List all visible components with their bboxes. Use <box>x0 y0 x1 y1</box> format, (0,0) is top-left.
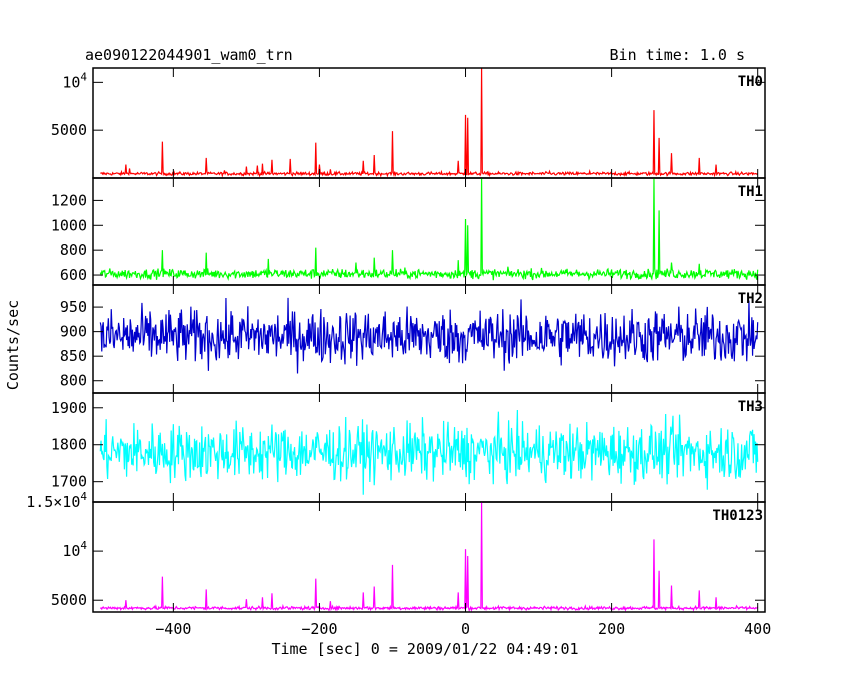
series-line-th0 <box>100 67 759 178</box>
y-tick-label: 1.5×104 <box>26 490 87 511</box>
x-tick-label: −400 <box>155 620 191 638</box>
y-tick-label: 1200 <box>51 191 87 209</box>
y-tick-label: 5000 <box>51 591 87 609</box>
chart-title: ae090122044901_wam0_trn <box>85 46 293 64</box>
series-line-th1 <box>99 177 759 282</box>
y-tick-label: 600 <box>60 266 87 284</box>
panels-group: 5000 104 TH0 600 800 1000 1200 TH1 800 850 900 950 T… <box>26 67 771 638</box>
panel-frame <box>92 67 766 179</box>
y-tick-label: 900 <box>60 323 87 341</box>
series-line-th0123 <box>99 501 759 613</box>
series-line-th3 <box>99 409 759 495</box>
panel-name-th0123: TH0123 <box>712 508 763 524</box>
y-tick-label: 104 <box>62 539 87 560</box>
y-tick-label: 5000 <box>51 121 87 139</box>
y-tick-label: 800 <box>60 241 87 259</box>
y-tick-label: 1700 <box>51 473 87 491</box>
panel-name-th1: TH1 <box>738 184 763 200</box>
bin-time-label: Bin time: 1.0 s <box>610 46 745 64</box>
panel-name-th0: TH0 <box>738 74 763 90</box>
y-tick-label: 104 <box>62 70 87 91</box>
series-line-th2 <box>99 297 759 374</box>
panel-frame <box>92 501 766 613</box>
panel-name-th3: TH3 <box>738 399 763 415</box>
panel-frame <box>92 177 766 286</box>
y-tick-label: 1900 <box>51 399 87 417</box>
y-axis-label: Counts/sec <box>4 300 22 390</box>
y-tick-label: 1800 <box>51 436 87 454</box>
x-tick-label: 200 <box>598 620 625 638</box>
y-tick-label: 800 <box>60 372 87 390</box>
x-tick-label: −200 <box>301 620 337 638</box>
y-tick-label: 850 <box>60 347 87 365</box>
x-axis-label: Time [sec] 0 = 2009/01/22 04:49:01 <box>271 640 578 658</box>
x-tick-label: 0 <box>461 620 470 638</box>
y-tick-label: 1000 <box>51 216 87 234</box>
panel-name-th2: TH2 <box>738 291 763 307</box>
y-tick-label: 950 <box>60 298 87 316</box>
x-tick-label: 400 <box>744 620 771 638</box>
